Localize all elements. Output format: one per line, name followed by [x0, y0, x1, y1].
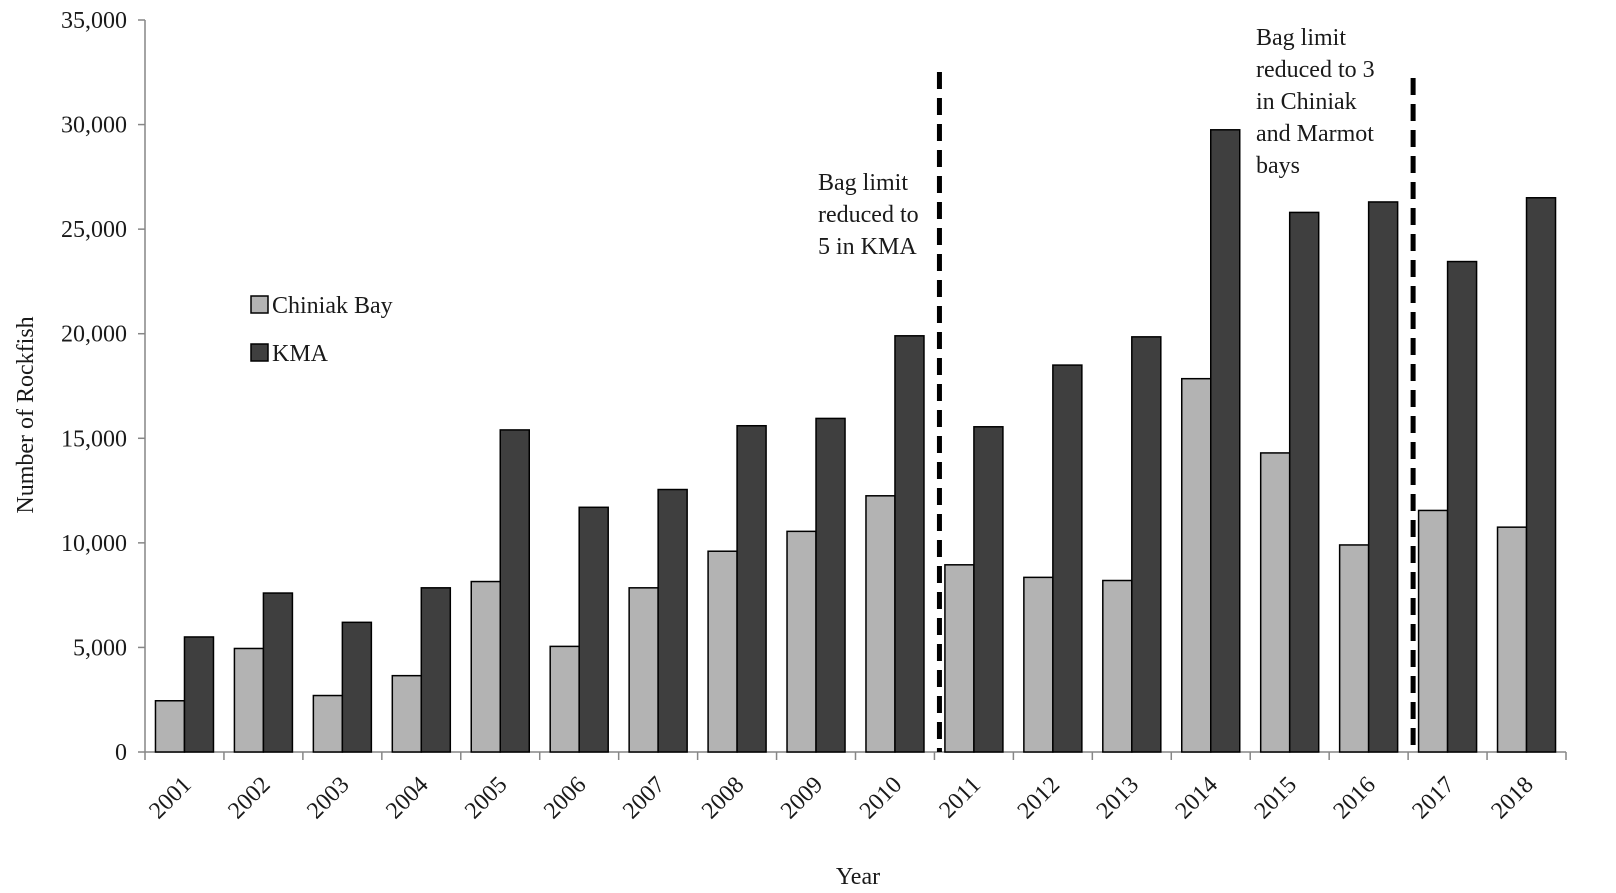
annotation-text-1: reduced to [818, 202, 919, 228]
y-axis-title: Number of Rockfish [13, 316, 39, 513]
annotation-text-1: Bag limit [818, 170, 908, 196]
bar-kma-2012 [1052, 364, 1083, 753]
annotation-text-2: in Chiniak [1256, 89, 1357, 115]
y-tick-label: 10,000 [61, 531, 127, 557]
y-tick-label: 20,000 [61, 322, 127, 348]
bar-kma-2007 [657, 488, 688, 753]
x-tick-label: 2003 [302, 772, 354, 824]
bar-kma-2001 [183, 636, 215, 753]
bar-chiniak-bay-2018 [1496, 526, 1528, 753]
x-tick-label: 2002 [223, 772, 275, 824]
x-tick-label: 2012 [1013, 772, 1065, 824]
bar-kma-2013 [1131, 336, 1162, 753]
x-tick-label: 2018 [1486, 772, 1538, 824]
x-tick-label: 2006 [539, 772, 591, 824]
x-tick-label: 2017 [1408, 772, 1460, 824]
bar-chiniak-bay-2001 [154, 700, 186, 753]
legend-swatch-chiniak-bay [250, 295, 269, 314]
bar-kma-2016 [1367, 201, 1399, 753]
legend-label-kma: KMA [272, 341, 329, 367]
x-tick-label: 2004 [381, 772, 433, 824]
x-tick-label: 2007 [618, 772, 670, 824]
bar-chiniak-bay-2002 [233, 647, 265, 753]
bar-kma-2009 [815, 417, 846, 753]
bar-chiniak-bay-2005 [470, 580, 501, 753]
bar-chiniak-bay-2010 [865, 495, 896, 753]
x-tick-label: 2016 [1329, 772, 1381, 824]
x-tick-label: 2013 [1092, 772, 1144, 824]
legend-label-chiniak-bay: Chiniak Bay [272, 293, 393, 319]
bar-chiniak-bay-2006 [549, 645, 580, 753]
annotation-text-2: and Marmot [1256, 121, 1374, 147]
bars [154, 129, 1557, 753]
x-tick-label: 2008 [697, 772, 749, 824]
x-tick-label: 2010 [855, 772, 907, 824]
bar-chiniak-bay-2007 [628, 587, 659, 753]
y-tick-label: 35,000 [61, 8, 127, 34]
legend-swatch-kma [250, 343, 269, 362]
bar-kma-2006 [578, 506, 609, 753]
x-tick-label: 2009 [776, 772, 828, 824]
annotation-text-2: Bag limit [1256, 25, 1346, 51]
bar-chiniak-bay-2011 [944, 564, 975, 753]
bar-kma-2002 [262, 592, 294, 753]
y-tick-label: 30,000 [61, 113, 127, 139]
x-axis: 2001 2002 2003 2004 2005 2006 2007 2008 2009 2010… [144, 751, 1567, 824]
y-tick-label: 0 [115, 740, 127, 766]
bar-chiniak-bay-2016 [1338, 544, 1370, 753]
bar-kma-2017 [1446, 260, 1478, 753]
annotations: Bag limit reduced to 5 in KMA Bag limit redu… [818, 25, 1416, 752]
x-tick-label: 2015 [1250, 772, 1302, 824]
y-tick-label: 5,000 [73, 635, 127, 661]
bar-chiniak-bay-2008 [707, 550, 738, 753]
y-tick-label: 15,000 [61, 426, 127, 452]
bar-chiniak-bay-2017 [1417, 509, 1449, 753]
annotation-text-1: 5 in KMA [818, 234, 917, 260]
x-tick-label: 2005 [460, 772, 512, 824]
bar-chiniak-bay-2004 [391, 674, 423, 753]
bar-kma-2005 [499, 429, 530, 753]
bar-kma-2008 [736, 424, 767, 753]
bar-chiniak-bay-2003 [312, 694, 344, 753]
bar-kma-2015 [1288, 211, 1320, 753]
x-tick-label: 2011 [934, 772, 986, 824]
x-tick-label: 2001 [144, 772, 196, 824]
bar-chiniak-bay-2015 [1259, 452, 1291, 753]
y-tick-label: 25,000 [61, 217, 127, 243]
x-tick-label: 2014 [1171, 772, 1223, 824]
bar-kma-2018 [1525, 197, 1557, 753]
bar-chiniak-bay-2012 [1023, 576, 1054, 753]
x-axis-title: Year [836, 864, 880, 890]
bar-kma-2003 [341, 621, 373, 753]
legend: Chiniak Bay KMA [250, 293, 393, 367]
bar-chiniak-bay-2014 [1181, 377, 1212, 753]
bar-chiniak-bay-2013 [1102, 579, 1133, 753]
bar-kma-2010 [894, 335, 925, 753]
bar-kma-2011 [973, 426, 1004, 753]
annotation-text-2: bays [1256, 153, 1300, 179]
annotation-text-2: reduced to 3 [1256, 57, 1375, 83]
bar-kma-2014 [1210, 129, 1241, 753]
bar-kma-2004 [420, 587, 452, 753]
y-axis: 0 5,000 10,000 15,000 20,000 25,000 30,000 35,0… [61, 8, 146, 766]
bar-chiniak-bay-2009 [786, 530, 817, 753]
